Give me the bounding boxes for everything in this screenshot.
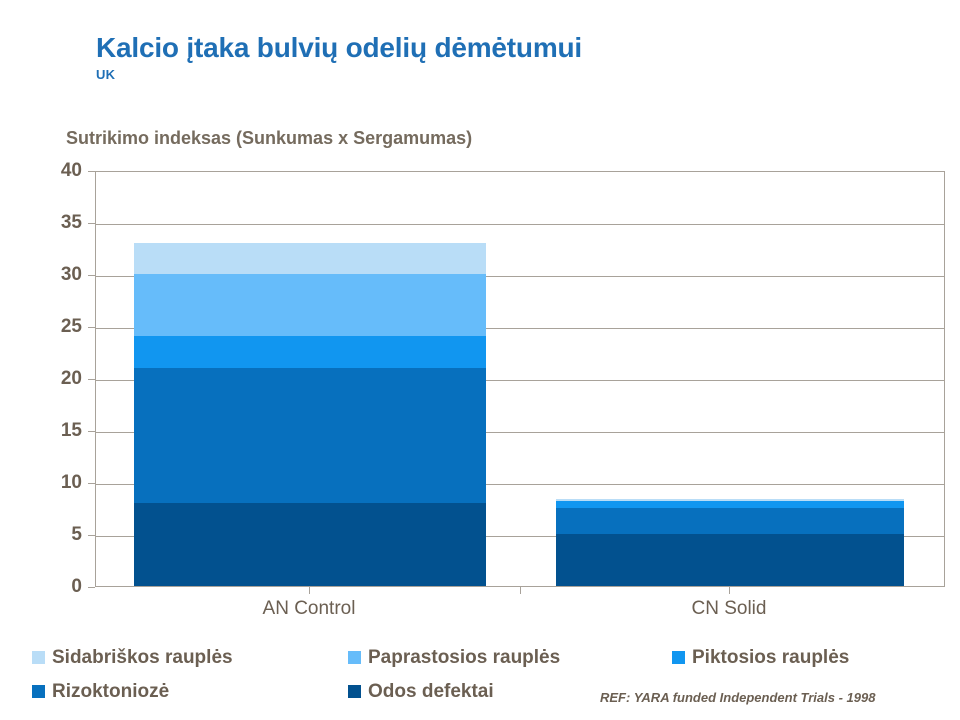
bar-segment[interactable] bbox=[556, 500, 904, 508]
y-tick-mark bbox=[88, 274, 95, 276]
bar-segment[interactable] bbox=[556, 508, 904, 534]
legend-row: Rizoktoniozė Odos defektai bbox=[0, 678, 960, 712]
legend-item[interactable]: Paprastosios rauplės bbox=[348, 648, 560, 667]
legend-swatch-icon bbox=[348, 651, 361, 664]
y-tick-mark bbox=[88, 482, 95, 484]
y-tick-label: 10 bbox=[60, 472, 82, 493]
x-tick-mark bbox=[309, 587, 310, 594]
y-tick-mark bbox=[88, 378, 95, 380]
y-tick-label: 25 bbox=[60, 316, 82, 337]
gridline bbox=[96, 431, 944, 433]
y-tick-label: 30 bbox=[60, 264, 82, 285]
legend-label: Rizoktoniozė bbox=[52, 681, 170, 702]
gridline bbox=[96, 327, 944, 329]
x-tick-mark bbox=[520, 587, 521, 594]
gridline bbox=[96, 223, 944, 225]
y-tick-mark bbox=[88, 430, 95, 432]
legend-swatch-icon bbox=[672, 651, 685, 664]
bar-segment[interactable] bbox=[134, 336, 486, 368]
y-tick-mark bbox=[88, 170, 95, 172]
y-axis-title: Sutrikimo indeksas (Sunkumas x Sergamuma… bbox=[66, 128, 473, 148]
legend-swatch-icon bbox=[348, 685, 361, 698]
y-tick-mark bbox=[88, 586, 95, 588]
legend-label: Paprastosios rauplės bbox=[368, 647, 561, 668]
legend-label: Piktosios rauplės bbox=[692, 647, 850, 668]
legend-swatch-icon bbox=[32, 685, 45, 698]
page-subtitle: UK bbox=[96, 67, 116, 83]
reference-note: REF: YARA funded Independent Trials - 19… bbox=[600, 690, 876, 705]
y-tick-mark bbox=[88, 534, 95, 536]
bar-segment[interactable] bbox=[134, 502, 486, 586]
x-axis-label: AN Control bbox=[262, 598, 356, 619]
legend-label: Odos defektai bbox=[368, 681, 494, 702]
chart-plot-wrapper: 0 5 10 15 20 25 30 35 40 AN Control CN Solid bbox=[60, 160, 945, 619]
y-tick-label: 5 bbox=[71, 524, 82, 545]
gridline bbox=[96, 275, 944, 277]
y-tick-label: 15 bbox=[60, 420, 82, 441]
legend-label: Sidabriškos rauplės bbox=[52, 647, 233, 668]
y-tick-label: 0 bbox=[71, 576, 82, 597]
y-tick-mark bbox=[88, 222, 95, 224]
bar-segment[interactable] bbox=[134, 367, 486, 503]
bar-segment[interactable] bbox=[134, 274, 486, 337]
plot-area bbox=[95, 171, 945, 587]
y-tick-label: 40 bbox=[60, 160, 82, 181]
legend-item[interactable]: Odos defektai bbox=[348, 682, 494, 701]
legend-row: Sidabriškos rauplės Paprastosios rauplės P… bbox=[0, 644, 960, 678]
gridline bbox=[96, 379, 944, 381]
legend-swatch-icon bbox=[32, 651, 45, 664]
gridline bbox=[96, 535, 944, 537]
title-block: Kalcio įtaka bulvių odelių dėmėtumui UK bbox=[96, 32, 582, 82]
legend-item[interactable]: Rizoktoniozė bbox=[32, 682, 169, 701]
bar-segment[interactable] bbox=[556, 498, 904, 501]
legend-item[interactable]: Piktosios rauplės bbox=[672, 648, 849, 667]
x-axis-label: CN Solid bbox=[691, 598, 767, 619]
bar-segment[interactable] bbox=[556, 534, 904, 586]
gridline bbox=[96, 483, 944, 485]
x-tick-mark bbox=[729, 587, 730, 594]
y-tick-label: 20 bbox=[60, 368, 82, 389]
bar-an-control[interactable] bbox=[134, 242, 486, 586]
y-tick-label: 35 bbox=[60, 212, 82, 233]
legend-item[interactable]: Sidabriškos rauplės bbox=[32, 648, 233, 667]
y-tick-mark bbox=[88, 326, 95, 328]
page-title: Kalcio įtaka bulvių odelių dėmėtumui bbox=[96, 32, 582, 63]
bar-cn-solid[interactable] bbox=[556, 498, 904, 586]
bar-segment[interactable] bbox=[134, 242, 486, 274]
chart-legend: Sidabriškos rauplės Paprastosios rauplės P… bbox=[0, 644, 960, 712]
